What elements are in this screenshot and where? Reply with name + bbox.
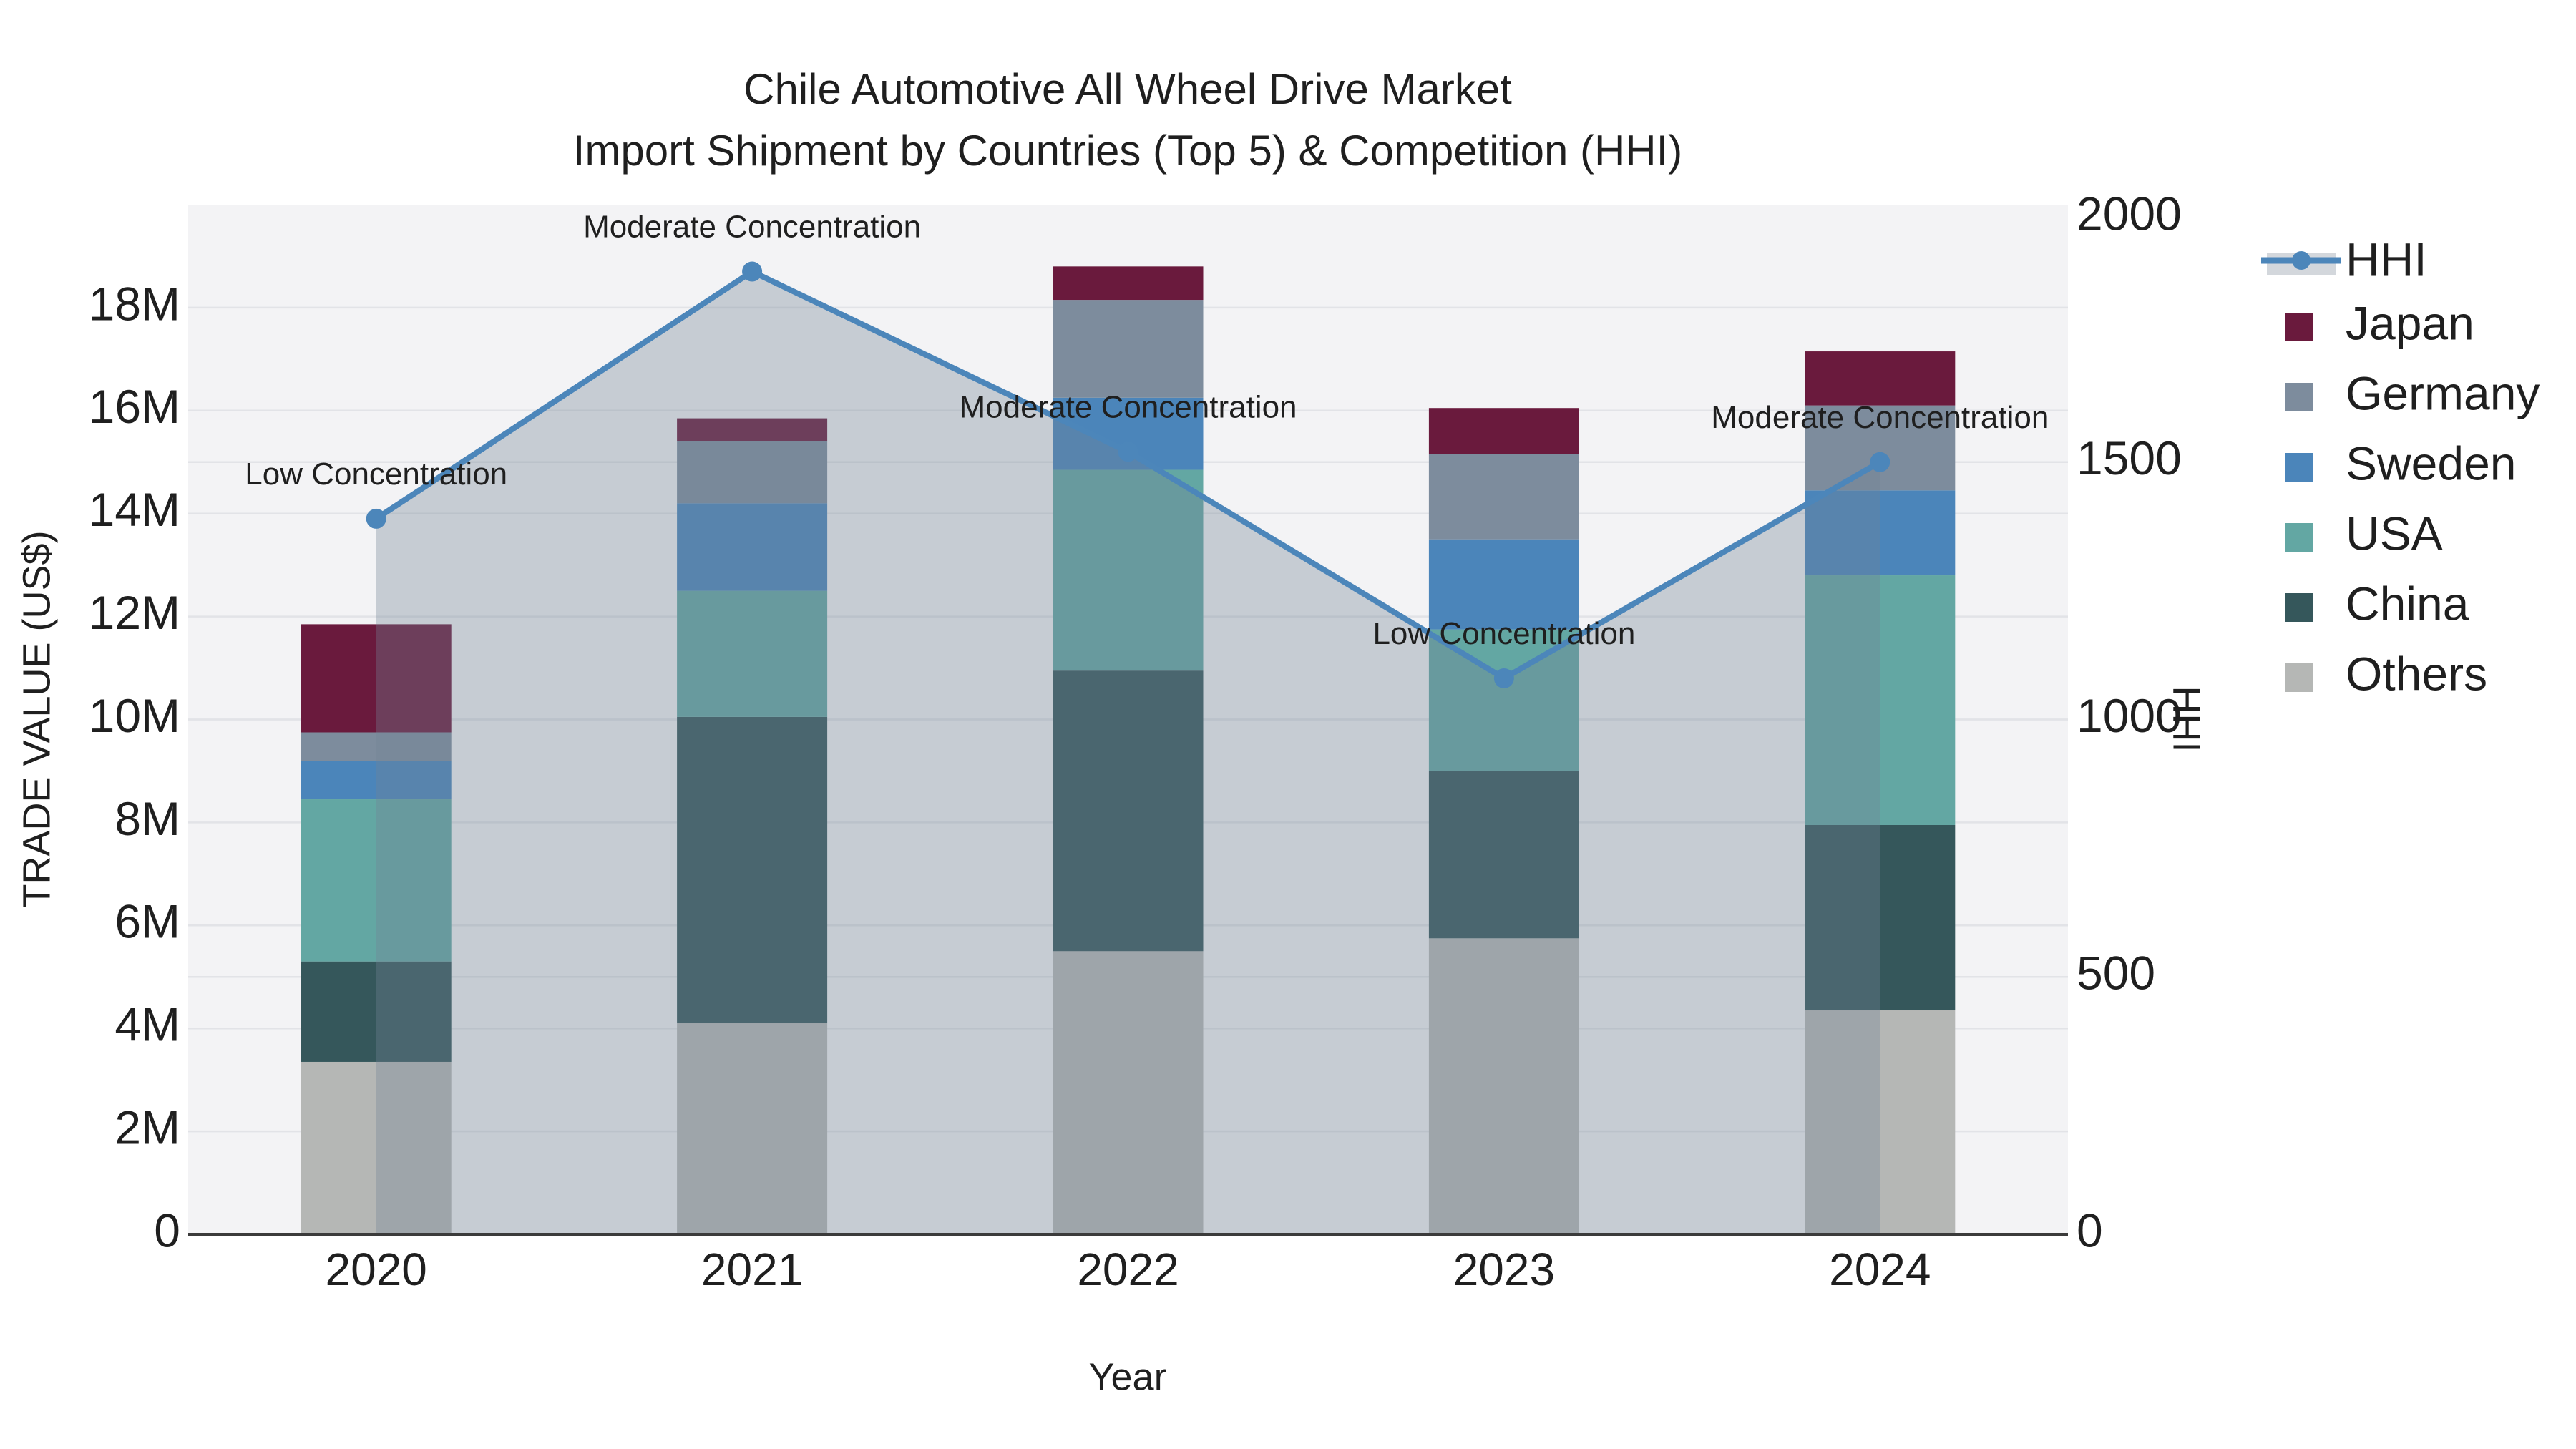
right-tick-1000: 1000	[2077, 689, 2182, 742]
annotations: Low Concentration Moderate Concentration M…	[245, 210, 2049, 651]
bar-segment-usa-2022	[1053, 469, 1204, 671]
bar-segment-japan-2021	[677, 418, 828, 441]
legend-label-usa: USA	[2346, 507, 2443, 560]
bar-segment-japan-2020	[301, 624, 452, 733]
right-tick-500: 500	[2077, 947, 2155, 1000]
hhi-markers	[366, 261, 1890, 688]
hhi-marker-2023	[1493, 668, 1514, 688]
bar-segment-germany-2022	[1053, 300, 1204, 398]
legend-item-usa[interactable]: USA	[2285, 507, 2443, 560]
bar-segment-sweden-2020	[301, 761, 452, 800]
x-tick-2023: 2023	[1453, 1244, 1555, 1295]
bar-segment-china-2024	[1805, 824, 1956, 1011]
legend-swatch-japan	[2285, 313, 2313, 341]
hhi-annotation-2021: Moderate Concentration	[583, 210, 921, 245]
left-axis-title: TRADE VALUE (US$)	[15, 530, 58, 907]
legend-item-japan[interactable]: Japan	[2285, 296, 2474, 349]
bar-segment-usa-2024	[1805, 575, 1956, 825]
left-tick-12M: 12M	[89, 586, 180, 639]
legend-swatch-germany	[2285, 383, 2313, 411]
bar-segment-china-2020	[301, 961, 452, 1062]
bar-segment-china-2021	[677, 716, 828, 1024]
bar-segment-usa-2023	[1428, 629, 1579, 771]
legend-label-others: Others	[2346, 647, 2487, 700]
x-tick-2024: 2024	[1829, 1244, 1931, 1295]
right-tick-0: 0	[2077, 1204, 2103, 1257]
left-tick-4M: 4M	[114, 998, 180, 1051]
left-tick-6M: 6M	[114, 895, 180, 948]
legend-item-sweden[interactable]: Sweden	[2285, 436, 2517, 489]
bar-segment-japan-2023	[1428, 408, 1579, 454]
legend-label-sweden: Sweden	[2346, 436, 2517, 489]
bar-segment-usa-2021	[677, 590, 828, 717]
legend-hhi-marker	[2292, 251, 2311, 270]
page-title: Chile Automotive All Wheel Drive Market	[743, 65, 1512, 113]
bar-segment-others-2020	[301, 1061, 452, 1234]
hhi-annotation-2020: Low Concentration	[245, 457, 507, 492]
hhi-annotation-2024: Moderate Concentration	[1711, 400, 2049, 435]
bar-segment-germany-2021	[677, 441, 828, 504]
right-axis-tick-labels: 0 500 1000 1500 2000	[2077, 187, 2182, 1257]
hhi-area-fill	[376, 271, 1880, 1234]
right-tick-2000: 2000	[2077, 187, 2182, 240]
legend-label-china: China	[2346, 577, 2469, 630]
bar-segment-china-2023	[1428, 771, 1579, 939]
legend-swatch-usa	[2285, 523, 2313, 552]
right-axis-title: HHI	[2165, 686, 2208, 753]
bar-segment-others-2022	[1053, 951, 1204, 1234]
legend-swatch-china	[2285, 593, 2313, 622]
bar-segment-china-2022	[1053, 670, 1204, 952]
bar-segment-others-2023	[1428, 938, 1579, 1234]
x-tick-2021: 2021	[701, 1244, 803, 1295]
bar-segment-germany-2024	[1805, 405, 1956, 491]
left-tick-18M: 18M	[89, 277, 180, 330]
legend-swatch-others	[2285, 663, 2313, 692]
left-tick-2M: 2M	[114, 1101, 180, 1154]
legend-item-hhi[interactable]: HHI	[2261, 233, 2427, 286]
left-axis-tick-labels: 0 2M 4M 6M 8M 10M 12M 14M 16M 18M	[89, 277, 180, 1257]
hhi-marker-2022	[1118, 441, 1138, 462]
hhi-marker-2024	[1870, 452, 1890, 472]
legend-label-germany: Germany	[2346, 366, 2540, 419]
hhi-marker-2020	[366, 508, 386, 529]
x-axis-title: Year	[1088, 1355, 1166, 1398]
x-tick-2022: 2022	[1077, 1244, 1179, 1295]
legend-item-germany[interactable]: Germany	[2285, 366, 2540, 419]
bar-segment-germany-2023	[1428, 454, 1579, 540]
legend-item-others[interactable]: Others	[2285, 647, 2487, 700]
hhi-annotation-2023: Low Concentration	[1372, 616, 1635, 651]
bar-segment-sweden-2023	[1428, 539, 1579, 630]
x-axis-tick-labels: 2020 2021 2022 2023 2024	[326, 1244, 1931, 1295]
bar-segment-japan-2024	[1805, 351, 1956, 406]
x-tick-2020: 2020	[326, 1244, 427, 1295]
legend-swatch-sweden	[2285, 453, 2313, 482]
legend-label-japan: Japan	[2346, 296, 2474, 349]
bar-segment-others-2021	[677, 1023, 828, 1234]
bar-segment-others-2024	[1805, 1010, 1956, 1234]
left-tick-0: 0	[154, 1204, 180, 1257]
hhi-annotation-2022: Moderate Concentration	[959, 389, 1297, 424]
left-tick-14M: 14M	[89, 483, 180, 536]
bar-segment-sweden-2021	[677, 503, 828, 591]
legend: HHI Japan Germany Sweden USA China Others	[2261, 233, 2540, 700]
page-subtitle: Import Shipment by Countries (Top 5) & C…	[573, 127, 1683, 175]
bar-segment-usa-2020	[301, 799, 452, 962]
bar-segment-sweden-2024	[1805, 490, 1956, 576]
bar-segment-germany-2020	[301, 732, 452, 761]
stacked-bars	[301, 266, 1956, 1234]
left-tick-16M: 16M	[89, 380, 180, 433]
bar-segment-japan-2022	[1053, 266, 1204, 301]
left-tick-10M: 10M	[89, 689, 180, 742]
right-tick-1500: 1500	[2077, 431, 2182, 484]
legend-item-china[interactable]: China	[2285, 577, 2469, 630]
left-tick-8M: 8M	[114, 792, 180, 845]
legend-label-hhi: HHI	[2346, 233, 2427, 286]
hhi-marker-2021	[742, 261, 763, 282]
